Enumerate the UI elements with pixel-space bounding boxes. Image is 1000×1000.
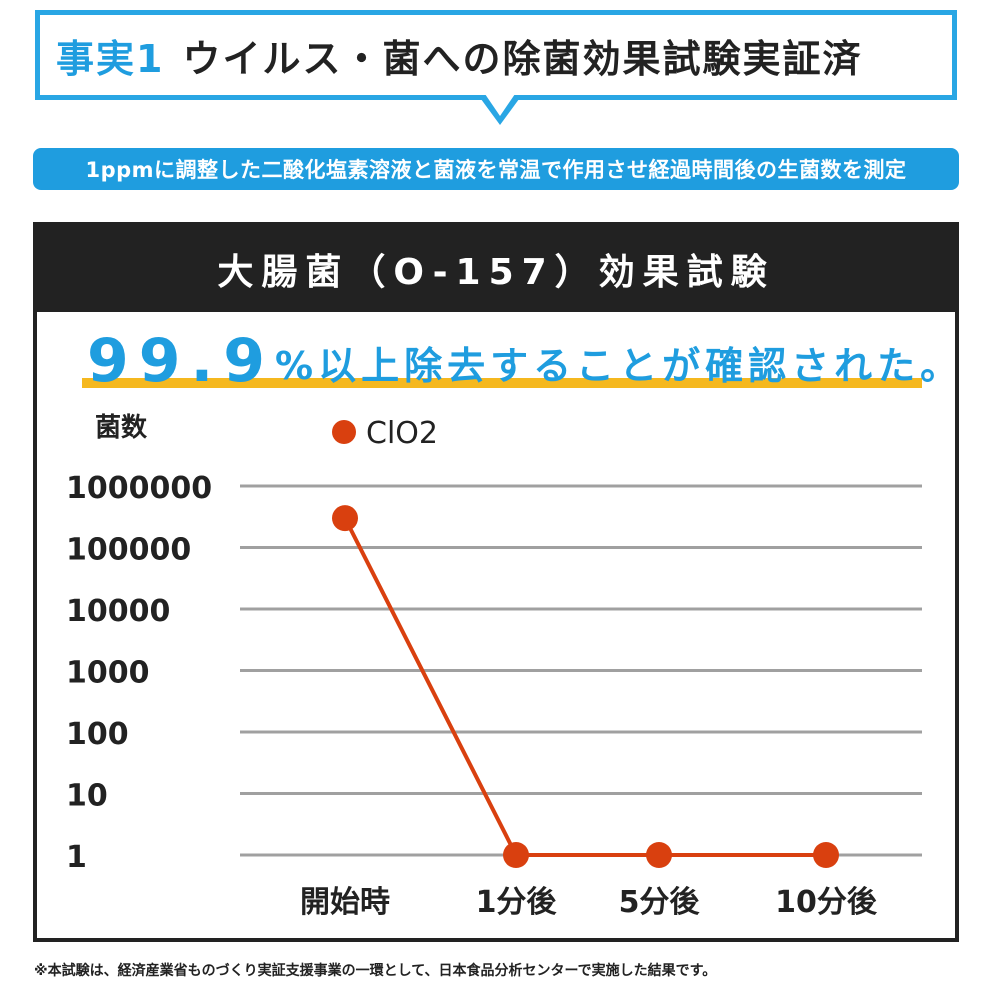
y-tick-label: 1000000: [66, 471, 212, 506]
title-box: 事実1 ウイルス・菌への除菌効果試験実証済: [35, 10, 957, 100]
x-tick-label: 開始時: [300, 885, 390, 920]
headline-underline: [82, 378, 922, 388]
headline-text: %以上除去することが確認された。: [275, 344, 964, 388]
panel-heading: 大腸菌（O-157）効果試験: [37, 226, 955, 312]
y-tick-label: 1000: [66, 656, 150, 691]
chart-panel: 大腸菌（O-157）効果試験 99.9 %以上除去することが確認された。: [33, 222, 959, 942]
y-tick-label: 10: [66, 779, 108, 814]
y-tick-label: 1: [66, 840, 87, 875]
fact-label: 事実1: [56, 36, 165, 81]
panel-heading-text: 大腸菌（O-157）効果試験: [217, 252, 775, 293]
headline: 99.9 %以上除去することが確認された。: [87, 326, 963, 396]
legend-label: ClO2: [366, 416, 438, 451]
y-tick-label: 10000: [66, 594, 170, 629]
series-line: [343, 517, 826, 857]
headline-number: 99.9: [87, 326, 276, 396]
legend-marker: [332, 420, 356, 444]
condition-bar: 1ppmに調整した二酸化塩素溶液と菌液を常温で作用させ経過時間後の生菌数を測定: [33, 148, 959, 190]
page-title: ウイルス・菌への除菌効果試験実証済: [182, 36, 863, 81]
speech-pointer-inner: [485, 94, 515, 116]
y-tick-label: 100: [66, 717, 129, 752]
data-point: [646, 842, 672, 868]
data-point: [503, 842, 529, 868]
x-tick-label: 1分後: [476, 885, 558, 920]
x-tick-label: 10分後: [775, 885, 878, 920]
data-point: [813, 842, 839, 868]
condition-text: 1ppmに調整した二酸化塩素溶液と菌液を常温で作用させ経過時間後の生菌数を測定: [85, 158, 907, 182]
data-point: [332, 505, 358, 532]
y-tick-label: 100000: [66, 533, 191, 568]
footnote: ※本試験は、経済産業省ものづくり実証支援事業の一環として、日本食品分析センターで…: [34, 963, 717, 979]
x-tick-label: 5分後: [619, 885, 701, 920]
y-axis-label: 菌数: [95, 413, 148, 443]
